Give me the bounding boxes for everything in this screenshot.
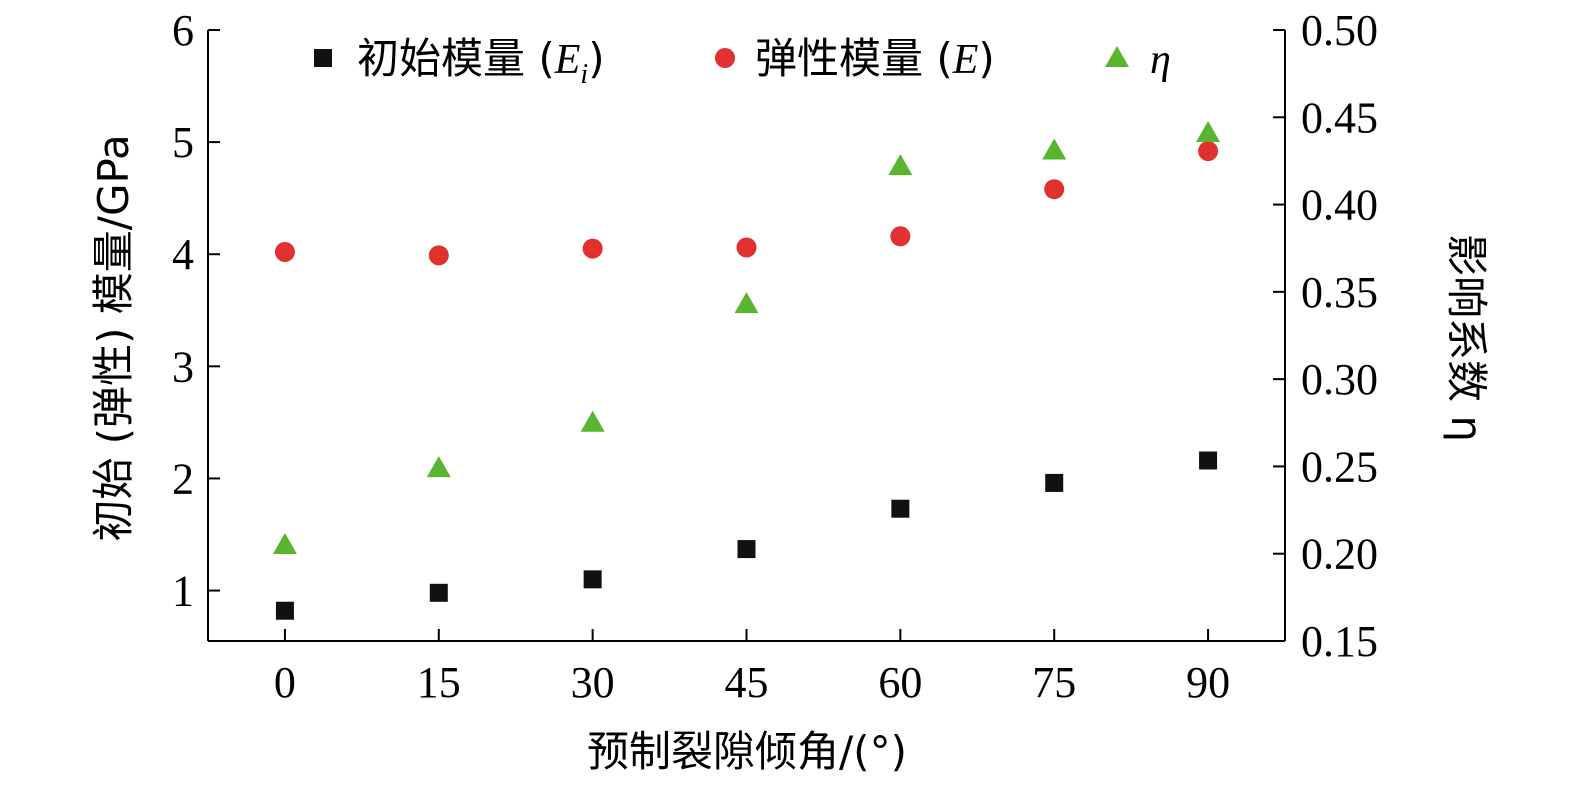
data-point-triangle	[1196, 120, 1221, 142]
x-axis-title: 预制裂隙倾角/(°)	[587, 727, 907, 776]
y-left-tick-label: 5	[172, 118, 194, 167]
data-point-circle	[1044, 179, 1065, 200]
data-point-circle	[736, 237, 757, 258]
y-right-tick-label: 0.25	[1301, 442, 1378, 491]
data-point-square	[275, 601, 294, 620]
y-right-tick-label: 0.35	[1301, 268, 1378, 317]
data-point-triangle	[426, 456, 451, 478]
legend-marker-square	[314, 49, 332, 67]
y-left-tick-label: 2	[172, 454, 194, 503]
data-point-square	[583, 570, 602, 589]
data-point-square	[1199, 451, 1218, 470]
y-right-tick-label: 0.20	[1301, 530, 1378, 579]
legend-marker-triangle	[1105, 46, 1129, 67]
x-tick-label: 45	[725, 658, 769, 707]
legend-label: 初始模量 (Ei)	[357, 34, 605, 90]
y-left-tick-label: 1	[172, 567, 194, 616]
x-tick-label: 0	[274, 658, 296, 707]
data-point-square	[429, 583, 448, 602]
legend-label: 弹性模量 (E)	[755, 34, 995, 83]
data-point-triangle	[272, 532, 297, 554]
y-left-tick-label: 6	[172, 6, 194, 55]
y-right-tick-label: 0.45	[1301, 93, 1378, 142]
data-point-square	[891, 499, 910, 518]
data-point-square	[737, 540, 756, 559]
x-tick-label: 75	[1032, 658, 1076, 707]
y-axis-right-title: 影响系数 η	[1442, 234, 1491, 442]
legend-marker-circle	[715, 48, 735, 68]
legend: 初始模量 (Ei) 弹性模量 (E) η	[314, 34, 1171, 90]
y-axis-left-title: 初始 (弹性) 模量/GPa	[89, 134, 138, 541]
data-point-triangle	[888, 154, 913, 176]
y-right-tick-label: 0.40	[1301, 181, 1378, 230]
x-tick-label: 15	[417, 658, 461, 707]
data-point-circle	[1198, 141, 1219, 162]
x-tick-label: 60	[878, 658, 922, 707]
x-tick-label: 90	[1186, 658, 1230, 707]
data-point-triangle	[734, 292, 759, 314]
data-marks	[272, 120, 1221, 620]
data-point-circle	[428, 245, 449, 266]
data-point-circle	[890, 226, 911, 247]
data-point-circle	[274, 241, 295, 262]
y-left-tick-label: 3	[172, 342, 194, 391]
data-point-triangle	[580, 410, 605, 432]
y-right-tick-label: 0.30	[1301, 355, 1378, 404]
y-left-tick-label: 4	[172, 230, 194, 279]
ticks: 0 15 30 45 60 75 901234560.150.200.250.300.350…	[172, 6, 1378, 707]
legend-label: η	[1150, 37, 1171, 83]
y-right-tick-label: 0.50	[1301, 6, 1378, 55]
data-point-square	[1045, 473, 1064, 492]
data-point-triangle	[1042, 138, 1067, 160]
x-tick-label: 30	[571, 658, 615, 707]
y-right-tick-label: 0.15	[1301, 617, 1378, 666]
data-point-circle	[582, 238, 603, 259]
